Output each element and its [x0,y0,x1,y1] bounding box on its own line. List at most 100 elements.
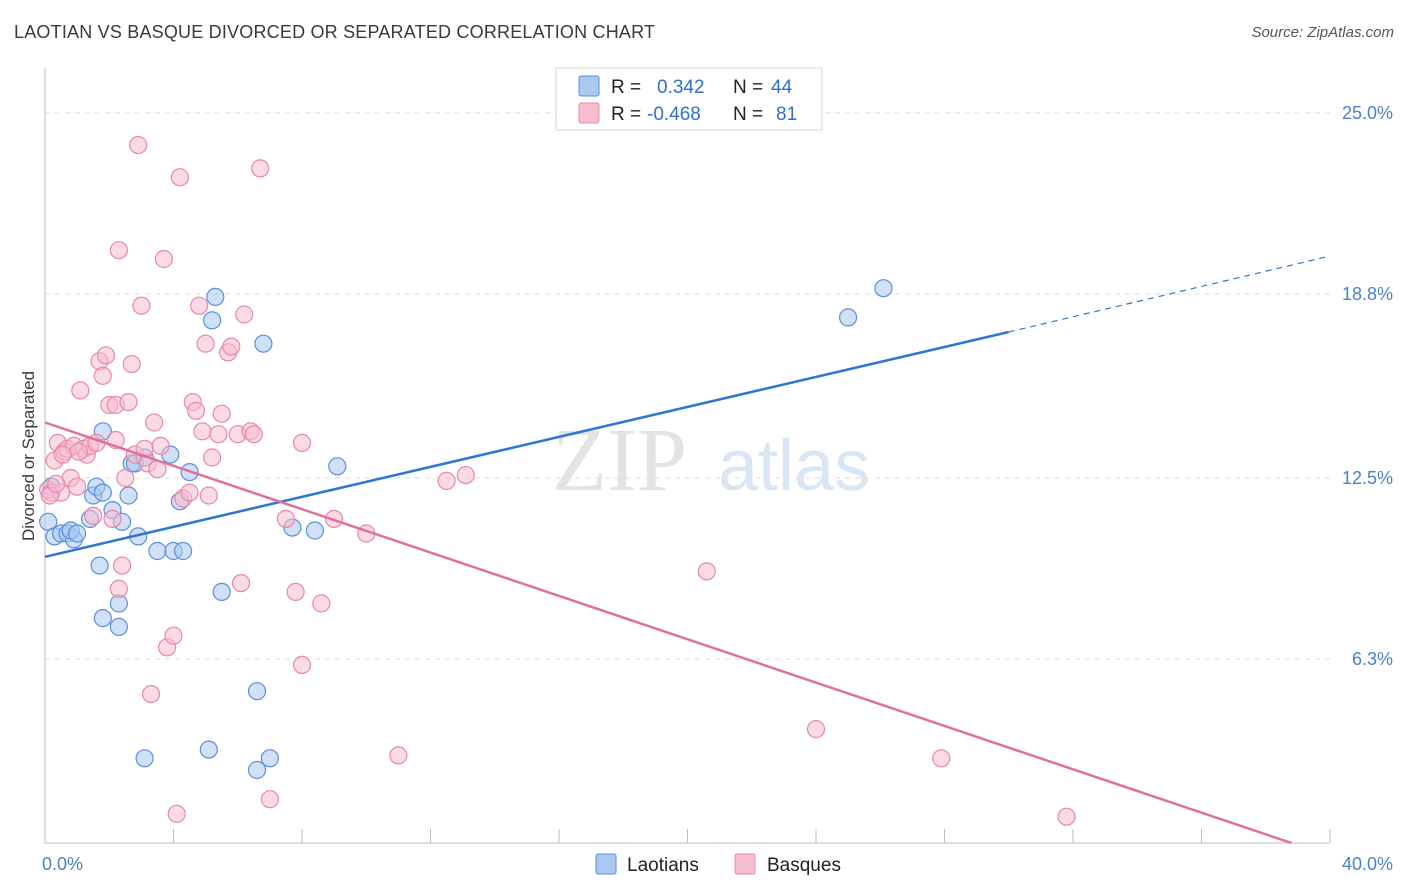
basque-point-24 [109,579,129,599]
legend-n-value-1: 44 [771,77,793,98]
basque-point-73 [697,562,716,581]
grid-layer [45,112,1330,660]
basque-point-80 [53,445,72,464]
laotian-point-13 [93,483,112,502]
basque-point-57 [231,573,251,593]
basque-point-18 [96,346,116,365]
basque-point-10 [71,381,90,400]
basque-point-35 [145,413,164,432]
basque-point-49 [196,334,215,353]
laotian-point-6 [67,524,87,543]
laotian-point-23 [135,749,154,768]
basque-point-46 [186,401,206,420]
laotian-point-10 [90,556,109,575]
axes-layer [44,68,1331,844]
points-layer [39,136,1076,826]
laotian-point-35 [247,760,267,780]
basque-point-17 [93,366,112,385]
watermark: ZIP atlas [552,411,870,510]
basque-point-66 [312,594,331,613]
basque-point-25 [112,556,132,575]
laotian-point-24 [148,541,167,561]
bottom-legend-basques: Basques [767,855,841,876]
bottom-legend-laotians: Laotians [627,855,699,876]
basque-point-74 [806,719,826,739]
laotian-point-16 [109,617,129,637]
y-tick-label-0: 6.3% [1352,649,1393,669]
basque-point-30 [129,136,148,155]
basque-point-50 [199,486,218,505]
laotian-point-34 [247,682,267,701]
basque-point-28 [122,355,141,374]
basque-point-38 [154,249,173,269]
basque-point-67 [292,655,312,675]
basque-point-55 [222,337,241,356]
y-tick-label-1: 12.5% [1342,468,1393,488]
laotian-trend-line [44,330,1010,559]
legend-n-label-2: N = [733,104,763,125]
basque-point-23 [109,241,129,260]
laotian-point-37 [260,749,279,768]
bottom-legend: Laotians Basques [595,853,841,876]
laotian-point-30 [199,740,218,759]
basque-point-51 [203,448,222,467]
laotian-point-32 [206,287,225,306]
basque-point-60 [244,425,263,444]
basque-point-14 [84,506,103,526]
laotian-point-18 [119,486,138,505]
basque-point-65 [292,433,312,452]
top-legend: R = 0.342 N = 44 R = -0.468 N = 81 [555,67,823,131]
bottom-legend-swatch-laotians [595,853,617,875]
y-tick-label-3: 25.0% [1342,103,1393,123]
legend-n-value-2: 81 [776,104,797,125]
legend-swatch-laotians [578,75,600,97]
basque-point-9 [67,477,87,496]
basque-point-41 [167,804,186,823]
basque-point-37 [151,436,170,455]
basque-point-75 [932,749,951,768]
legend-r-value-1: 0.342 [657,77,705,98]
laotian-point-41 [838,308,858,327]
legend-box [555,67,823,131]
basque-point-70 [389,746,408,765]
basque-point-72 [456,466,475,485]
basque-point-58 [235,305,254,324]
legend-swatch-basques [578,102,600,124]
basque-point-34 [141,684,161,704]
basque-point-40 [164,626,183,645]
basque-point-64 [286,582,305,602]
basque-point-63 [276,509,295,529]
laotian-point-42 [874,279,893,298]
legend-r-label-1: R = [611,77,641,98]
basque-point-48 [193,422,212,441]
chart-source: Source: ZipAtlas.com [1251,24,1394,41]
laotian-point-11 [93,608,112,628]
legend-r-value-2: -0.468 [647,104,701,125]
y-tick-labels: 6.3% 12.5% 18.8% 25.0% [1342,103,1393,669]
watermark-zip: ZIP [552,411,687,510]
basque-point-71 [437,471,456,490]
bottom-legend-swatch-basques [734,853,756,875]
y-tick-label-2: 18.8% [1342,284,1393,304]
basque-point-44 [180,483,199,502]
trend-layer [44,255,1331,845]
laotian-point-28 [174,541,193,561]
laotian-point-33 [212,582,231,602]
laotian-point-40 [328,457,347,476]
chart-title: LAOTIAN VS BASQUE DIVORCED OR SEPARATED … [14,22,656,42]
basque-point-76 [1057,807,1076,826]
basque-point-52 [209,425,228,444]
basque-point-27 [119,393,138,412]
laotian-trend-extension [1008,255,1331,333]
legend-n-label-1: N = [733,77,763,98]
basque-point-62 [260,790,279,809]
basque-point-31 [132,296,151,315]
legend-r-label-2: R = [611,104,641,125]
basque-point-47 [190,296,209,315]
laotian-point-36 [254,334,273,353]
x-tick-label-0: 0.0% [42,854,83,874]
x-tick-label-1: 40.0% [1342,854,1393,874]
basque-point-79 [69,442,88,461]
basque-point-20 [103,509,122,529]
